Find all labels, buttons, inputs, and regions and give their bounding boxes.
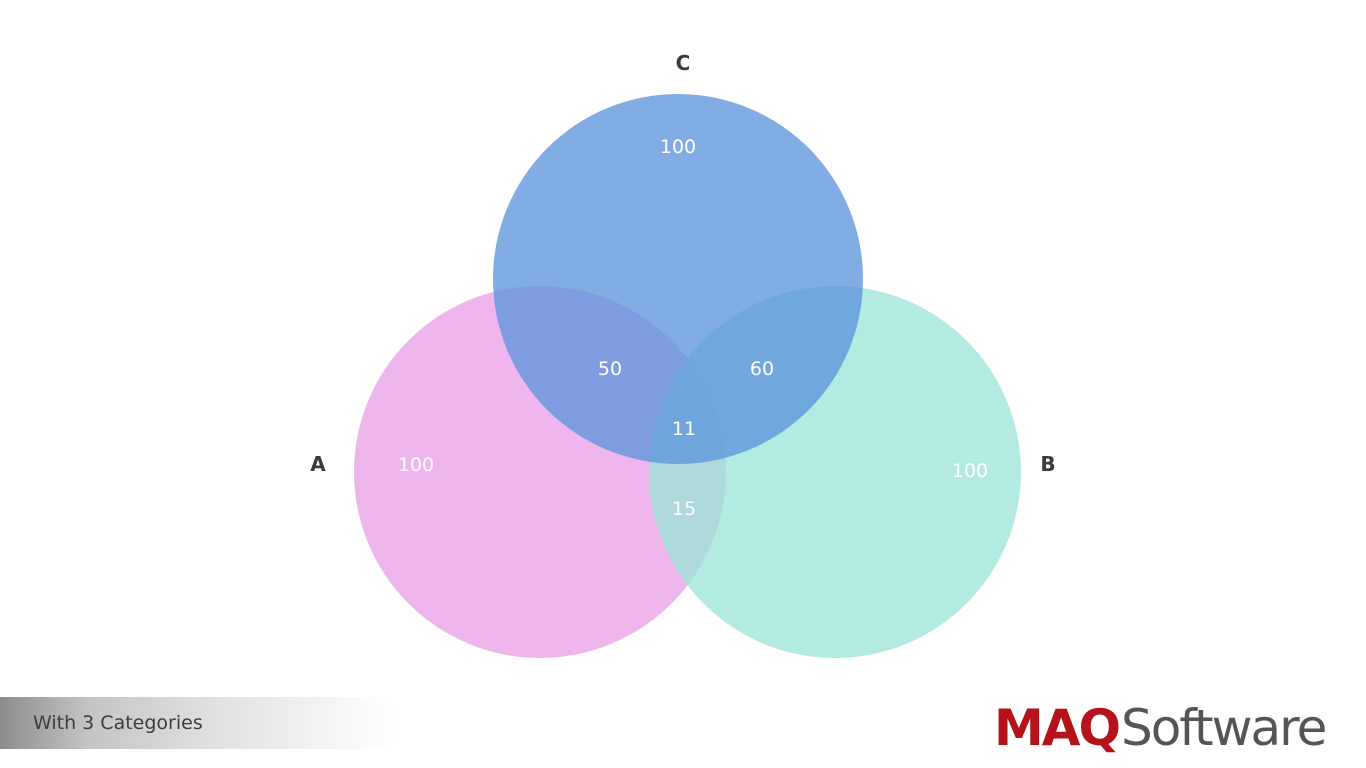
value-c-only: 100 — [660, 136, 696, 158]
value-ab: 15 — [672, 498, 696, 520]
footer-banner: With 3 Categories — [0, 697, 400, 749]
company-logo: MAQSoftware — [994, 699, 1327, 757]
set-label-c: C — [676, 51, 691, 75]
circle-c — [493, 94, 863, 464]
footer-caption: With 3 Categories — [33, 712, 203, 734]
logo-mark: MAQ — [994, 699, 1121, 757]
logo-wordmark: Software — [1120, 699, 1327, 757]
value-abc: 11 — [672, 418, 696, 440]
value-b-only: 100 — [952, 460, 988, 482]
value-a-only: 100 — [398, 454, 434, 476]
set-label-b: B — [1040, 452, 1055, 476]
set-label-a: A — [310, 452, 326, 476]
value-bc: 60 — [750, 358, 774, 380]
value-ac: 50 — [598, 358, 622, 380]
